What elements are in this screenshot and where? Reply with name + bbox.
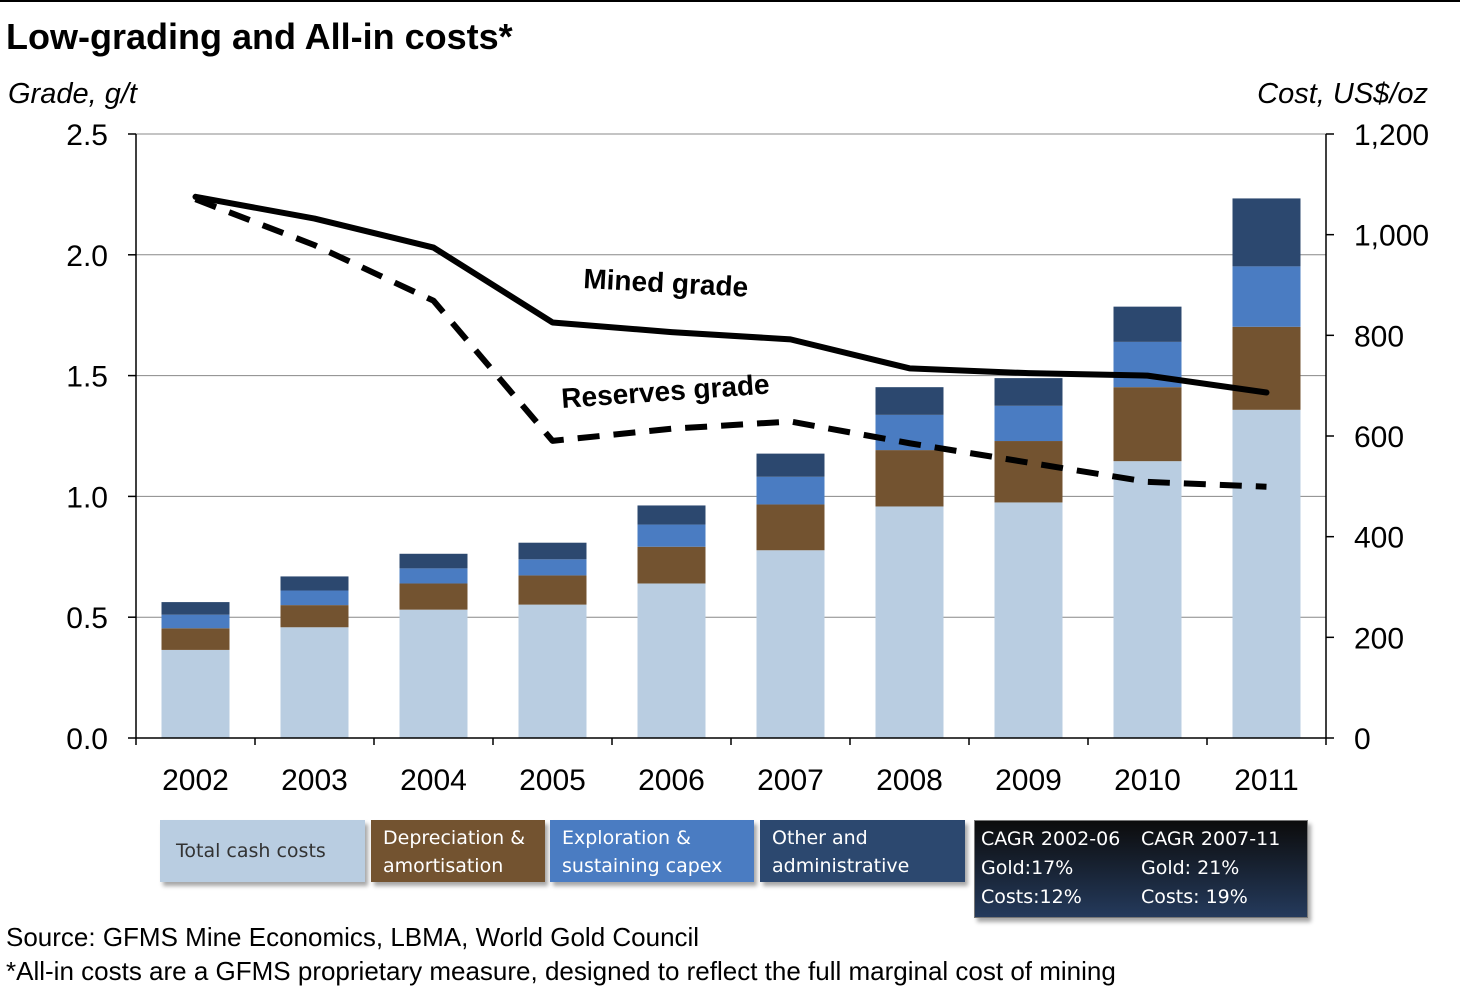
legend-total-cash-label: Total cash costs <box>176 840 326 862</box>
left-tick-label: 2.5 <box>66 119 108 152</box>
right-tick-label: 1,000 <box>1354 220 1429 253</box>
source-note: Source: GFMS Mine Economics, LBMA, World… <box>6 922 700 952</box>
bar-2011-series-0 <box>1232 409 1301 738</box>
bar-2003-series-1 <box>280 605 349 628</box>
bar-2008-series-3 <box>875 387 944 415</box>
legend-other: Other and administrative <box>760 820 965 882</box>
bar-2006-series-3 <box>637 505 706 525</box>
cagr-header-2007-11: CAGR 2007-11 <box>1141 828 1281 850</box>
bar-2006-series-0 <box>637 583 706 738</box>
cagr-column-2007-11: CAGR 2007-11 Gold: 21% Costs: 19% <box>1141 825 1301 913</box>
bar-2004-series-3 <box>399 553 468 569</box>
bar-2006-series-2 <box>637 524 706 547</box>
cagr-column-2002-06: CAGR 2002-06 Gold:17% Costs:12% <box>981 825 1141 913</box>
bar-2008-series-0 <box>875 506 944 738</box>
bar-2004-series-2 <box>399 568 468 584</box>
chart-plot: 0.0 0.5 1.0 1.5 2.0 2.5 0 200 400 600 800 1,000 1,20… <box>66 119 1429 797</box>
mined-grade-annotation: Mined grade <box>583 263 749 303</box>
mined-grade-line <box>192 193 1270 396</box>
cagr-gold-2007-11: Gold: 21% <box>1141 857 1240 879</box>
bar-2009-series-1 <box>994 441 1063 503</box>
x-tick-label-2008: 2008 <box>876 764 943 797</box>
right-tick-label: 600 <box>1354 421 1404 454</box>
bar-2002-series-2 <box>161 614 230 629</box>
cagr-gold-2002-06: Gold:17% <box>981 857 1074 879</box>
bar-2007-series-1 <box>756 504 825 551</box>
legend-exploration-line2: sustaining capex <box>562 855 723 877</box>
bar-2009-series-3 <box>994 378 1063 406</box>
bar-2004-series-0 <box>399 609 468 738</box>
bar-2006-series-1 <box>637 546 706 584</box>
bar-2011-series-3 <box>1232 198 1301 267</box>
legend-depreciation-line1: Depreciation & <box>383 827 526 849</box>
legend-depreciation: Depreciation & amortisation <box>371 820 545 882</box>
left-tick-label: 2.0 <box>66 240 108 273</box>
bar-2005-series-1 <box>518 575 587 605</box>
x-tick-label-2003: 2003 <box>281 764 348 797</box>
bar-2011-series-2 <box>1232 266 1301 327</box>
cagr-costs-2002-06: Costs:12% <box>981 886 1082 908</box>
bar-2005-series-2 <box>518 559 587 576</box>
legend-other-line2: administrative <box>772 855 910 877</box>
bar-2002-series-3 <box>161 602 230 615</box>
left-tick-label: 1.5 <box>66 361 108 394</box>
x-tick-label-2006: 2006 <box>638 764 705 797</box>
bar-2010-series-0 <box>1113 461 1182 738</box>
bar-2005-series-3 <box>518 542 587 560</box>
x-tick-label-2007: 2007 <box>757 764 824 797</box>
left-tick-label: 0.5 <box>66 602 108 635</box>
bar-2004-series-1 <box>399 583 468 610</box>
reserves-grade-line <box>194 196 1267 490</box>
left-tick-label: 1.0 <box>66 481 108 514</box>
legend-exploration-line1: Exploration & <box>562 827 691 849</box>
bar-2007-series-2 <box>756 476 825 505</box>
chart-title: Low-grading and All-in costs* <box>6 16 513 57</box>
bar-2005-series-0 <box>518 604 587 738</box>
bar-2009-series-2 <box>994 405 1063 442</box>
legend-other-line1: Other and <box>772 827 868 849</box>
bar-2003-series-0 <box>280 627 349 738</box>
x-tick-label-2002: 2002 <box>162 764 229 797</box>
bar-2003-series-3 <box>280 576 349 591</box>
cagr-box: CAGR 2002-06 Gold:17% Costs:12% CAGR 200… <box>974 820 1308 918</box>
right-tick-label: 200 <box>1354 622 1404 655</box>
bar-2007-series-3 <box>756 453 825 477</box>
right-tick-label: 400 <box>1354 522 1404 555</box>
bar-2008-series-1 <box>875 450 944 507</box>
x-tick-label-2010: 2010 <box>1114 764 1181 797</box>
bar-2002-series-0 <box>161 649 230 738</box>
top-rule <box>0 0 1460 2</box>
bar-2009-series-0 <box>994 502 1063 738</box>
right-tick-label: 1,200 <box>1354 119 1429 152</box>
bar-2003-series-2 <box>280 590 349 606</box>
x-tick-label-2011: 2011 <box>1234 764 1299 797</box>
x-tick-label-2004: 2004 <box>400 764 467 797</box>
cagr-costs-2007-11: Costs: 19% <box>1141 886 1248 908</box>
bar-2007-series-0 <box>756 550 825 738</box>
right-tick-label: 800 <box>1354 320 1404 353</box>
right-tick-label: 0 <box>1354 723 1371 756</box>
right-axis-title: Cost, US$/oz <box>1257 78 1428 110</box>
bar-2002-series-1 <box>161 628 230 650</box>
left-tick-label: 0.0 <box>66 723 108 756</box>
footnote: *All-in costs are a GFMS proprietary mea… <box>6 956 1116 986</box>
x-tick-label-2005: 2005 <box>519 764 586 797</box>
bar-2010-series-3 <box>1113 306 1182 342</box>
left-axis-title: Grade, g/t <box>8 78 137 110</box>
bar-2011-series-1 <box>1232 326 1301 410</box>
cagr-header-2002-06: CAGR 2002-06 <box>981 828 1121 850</box>
legend-total-cash-costs: Total cash costs <box>160 820 365 882</box>
legend-depreciation-line2: amortisation <box>383 855 504 877</box>
bar-2010-series-1 <box>1113 387 1182 462</box>
legend-exploration: Exploration & sustaining capex <box>550 820 754 882</box>
x-tick-label-2009: 2009 <box>995 764 1062 797</box>
